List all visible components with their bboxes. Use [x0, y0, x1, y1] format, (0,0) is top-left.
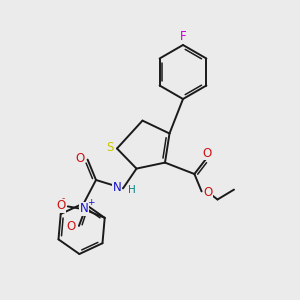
- Text: +: +: [87, 198, 95, 207]
- Text: O: O: [202, 146, 211, 160]
- Text: O: O: [204, 185, 213, 199]
- Text: N: N: [80, 202, 89, 215]
- Text: S: S: [107, 141, 114, 154]
- Text: O: O: [67, 220, 76, 233]
- Text: F: F: [180, 30, 186, 43]
- Text: O: O: [57, 199, 66, 212]
- Text: N: N: [113, 181, 122, 194]
- Text: -: -: [62, 194, 65, 203]
- Text: O: O: [76, 152, 85, 165]
- Text: H: H: [128, 185, 135, 195]
